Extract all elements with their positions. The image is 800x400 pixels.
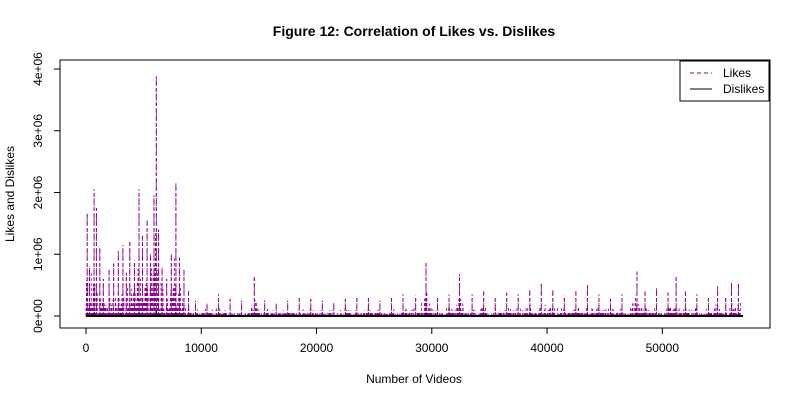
x-axis-label: Number of Videos [366, 372, 462, 386]
y-axis-label: Likes and Dislikes [3, 146, 17, 242]
chart-title: Figure 12: Correlation of Likes vs. Disl… [273, 23, 556, 39]
x-tick-label: 40000 [530, 341, 564, 355]
y-tick-label: 1e+06 [31, 237, 45, 271]
x-tick-label: 20000 [300, 341, 334, 355]
y-tick-label: 0e+00 [31, 299, 45, 333]
y-axis: 0e+00 1e+06 2e+06 3e+06 4e+06 [31, 52, 61, 333]
y-tick-label: 3e+06 [31, 114, 45, 148]
legend-box [679, 60, 770, 102]
x-tick-label: 30000 [415, 341, 449, 355]
x-tick-label: 0 [83, 341, 90, 355]
y-tick-label: 4e+06 [31, 52, 45, 86]
legend: Likes Dislikes [679, 60, 770, 102]
series-layer [85, 76, 743, 317]
series-likes [85, 76, 741, 316]
x-tick-label: 50000 [646, 341, 680, 355]
x-tick-label: 10000 [185, 341, 219, 355]
x-axis: 0 10000 20000 30000 40000 50000 [83, 327, 680, 355]
legend-dislikes-label: Dislikes [723, 82, 764, 96]
legend-likes-label: Likes [723, 66, 751, 80]
y-tick-label: 2e+06 [31, 175, 45, 209]
